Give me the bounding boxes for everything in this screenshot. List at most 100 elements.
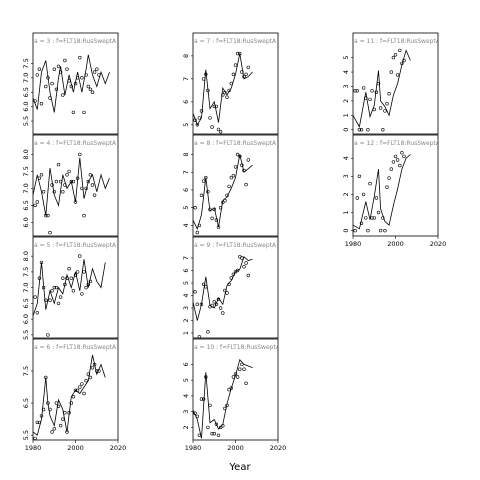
data-point xyxy=(225,193,229,198)
fitted-line xyxy=(193,154,253,230)
panel-7: a = 9 : f=FLT18:RusSweptA 1 2 3 4 5 6 7 xyxy=(182,236,279,339)
data-point xyxy=(56,301,61,306)
data-point xyxy=(229,175,234,180)
panel-frame xyxy=(192,32,279,135)
data-point xyxy=(204,175,208,180)
data-point xyxy=(95,67,99,71)
data-point xyxy=(193,206,197,210)
data-point xyxy=(218,425,223,430)
data-point xyxy=(50,81,54,86)
y-tick-label: 3 xyxy=(342,84,350,88)
data-point xyxy=(368,97,372,102)
data-point xyxy=(48,298,52,302)
data-point xyxy=(216,297,221,301)
data-point xyxy=(44,298,48,302)
data-point xyxy=(48,407,52,412)
data-point xyxy=(35,200,39,204)
data-point xyxy=(92,193,97,197)
data-point xyxy=(210,432,214,436)
y-tick-label: 2 xyxy=(182,318,190,322)
panels: a = 3 : f=FLT18:RusSweptA 5.5 6.0 6.5 7.0 7.5… xyxy=(22,32,446,452)
data-point xyxy=(393,53,398,57)
data-point xyxy=(195,302,200,306)
x-axis-title: Year xyxy=(228,462,251,473)
data-point xyxy=(244,182,248,187)
y-tick-label: 8.0 xyxy=(22,149,30,159)
data-point xyxy=(69,276,74,280)
data-point xyxy=(197,116,202,120)
data-point xyxy=(37,176,42,180)
data-point xyxy=(385,185,389,189)
data-point xyxy=(212,104,217,109)
data-point xyxy=(197,223,202,228)
data-point xyxy=(238,154,242,159)
panel-frame xyxy=(32,32,119,135)
y-tick-label: 6 xyxy=(182,362,190,366)
data-point xyxy=(242,168,246,173)
data-point xyxy=(65,67,69,71)
fitted-line xyxy=(353,49,411,128)
data-point xyxy=(235,268,240,273)
data-point xyxy=(50,183,54,187)
panel-4: a = 6 : f=FLT18:RusSweptA 5.5 6.5 7.5 1980 20… xyxy=(22,338,126,452)
data-point xyxy=(218,306,223,310)
data-point xyxy=(75,270,80,274)
fitted-line xyxy=(193,53,253,126)
data-point xyxy=(33,436,37,440)
data-point xyxy=(37,67,42,71)
data-point xyxy=(80,186,84,191)
y-tick-label: 4 xyxy=(342,70,350,74)
data-point xyxy=(385,101,389,106)
data-point xyxy=(37,420,42,425)
data-point xyxy=(206,425,210,430)
data-point xyxy=(233,372,238,376)
y-tick-label: 6.5 xyxy=(22,200,30,210)
data-point xyxy=(78,152,82,157)
data-point xyxy=(208,207,212,212)
data-point xyxy=(223,198,227,203)
data-point xyxy=(199,109,204,113)
data-point xyxy=(218,206,223,210)
data-point xyxy=(58,423,63,428)
data-point xyxy=(48,230,52,235)
y-tick-label: 7 xyxy=(182,170,190,174)
data-point xyxy=(52,190,56,194)
data-point xyxy=(381,216,385,220)
data-point xyxy=(65,173,69,177)
data-point xyxy=(193,411,197,415)
strip-label: a = 3 : f=FLT18:RusSweptA xyxy=(34,38,117,45)
data-point xyxy=(195,230,200,235)
data-point xyxy=(240,163,244,167)
x-tick-label: 1980 xyxy=(185,444,202,452)
data-point xyxy=(233,165,238,169)
data-point xyxy=(46,401,50,405)
strip-label: a = 12 : f=FLT18:RusSweptA xyxy=(354,140,441,147)
data-point xyxy=(244,381,248,385)
data-point xyxy=(48,96,52,100)
y-tick-label: 6.5 xyxy=(22,398,30,408)
data-point xyxy=(398,163,402,168)
x-tick-label: 2000 xyxy=(227,444,244,452)
data-point xyxy=(193,290,197,294)
data-point xyxy=(84,186,88,191)
y-tick-label: 1 xyxy=(342,113,350,117)
data-point xyxy=(61,276,65,280)
data-point xyxy=(56,64,61,69)
data-point xyxy=(46,213,50,218)
y-tick-label: 8.0 xyxy=(22,251,30,261)
strip-label: a = 11 : f=FLT18:RusSweptA xyxy=(354,38,441,45)
data-point xyxy=(246,65,251,70)
data-point xyxy=(225,403,229,408)
plot-area xyxy=(353,151,411,233)
panel-frame xyxy=(32,236,119,339)
data-point xyxy=(376,210,381,215)
y-tick-label: 5 xyxy=(182,281,190,285)
panel-10: a = 12 : f=FLT18:RusSweptA 0 1 2 3 4 1980 2000 2… xyxy=(342,134,446,248)
data-point xyxy=(71,289,76,293)
data-point xyxy=(206,190,210,194)
data-point xyxy=(35,73,39,77)
data-point xyxy=(82,270,86,274)
y-tick-label: 5.5 xyxy=(22,116,30,126)
panel-frame xyxy=(192,338,279,441)
data-point xyxy=(242,265,246,269)
